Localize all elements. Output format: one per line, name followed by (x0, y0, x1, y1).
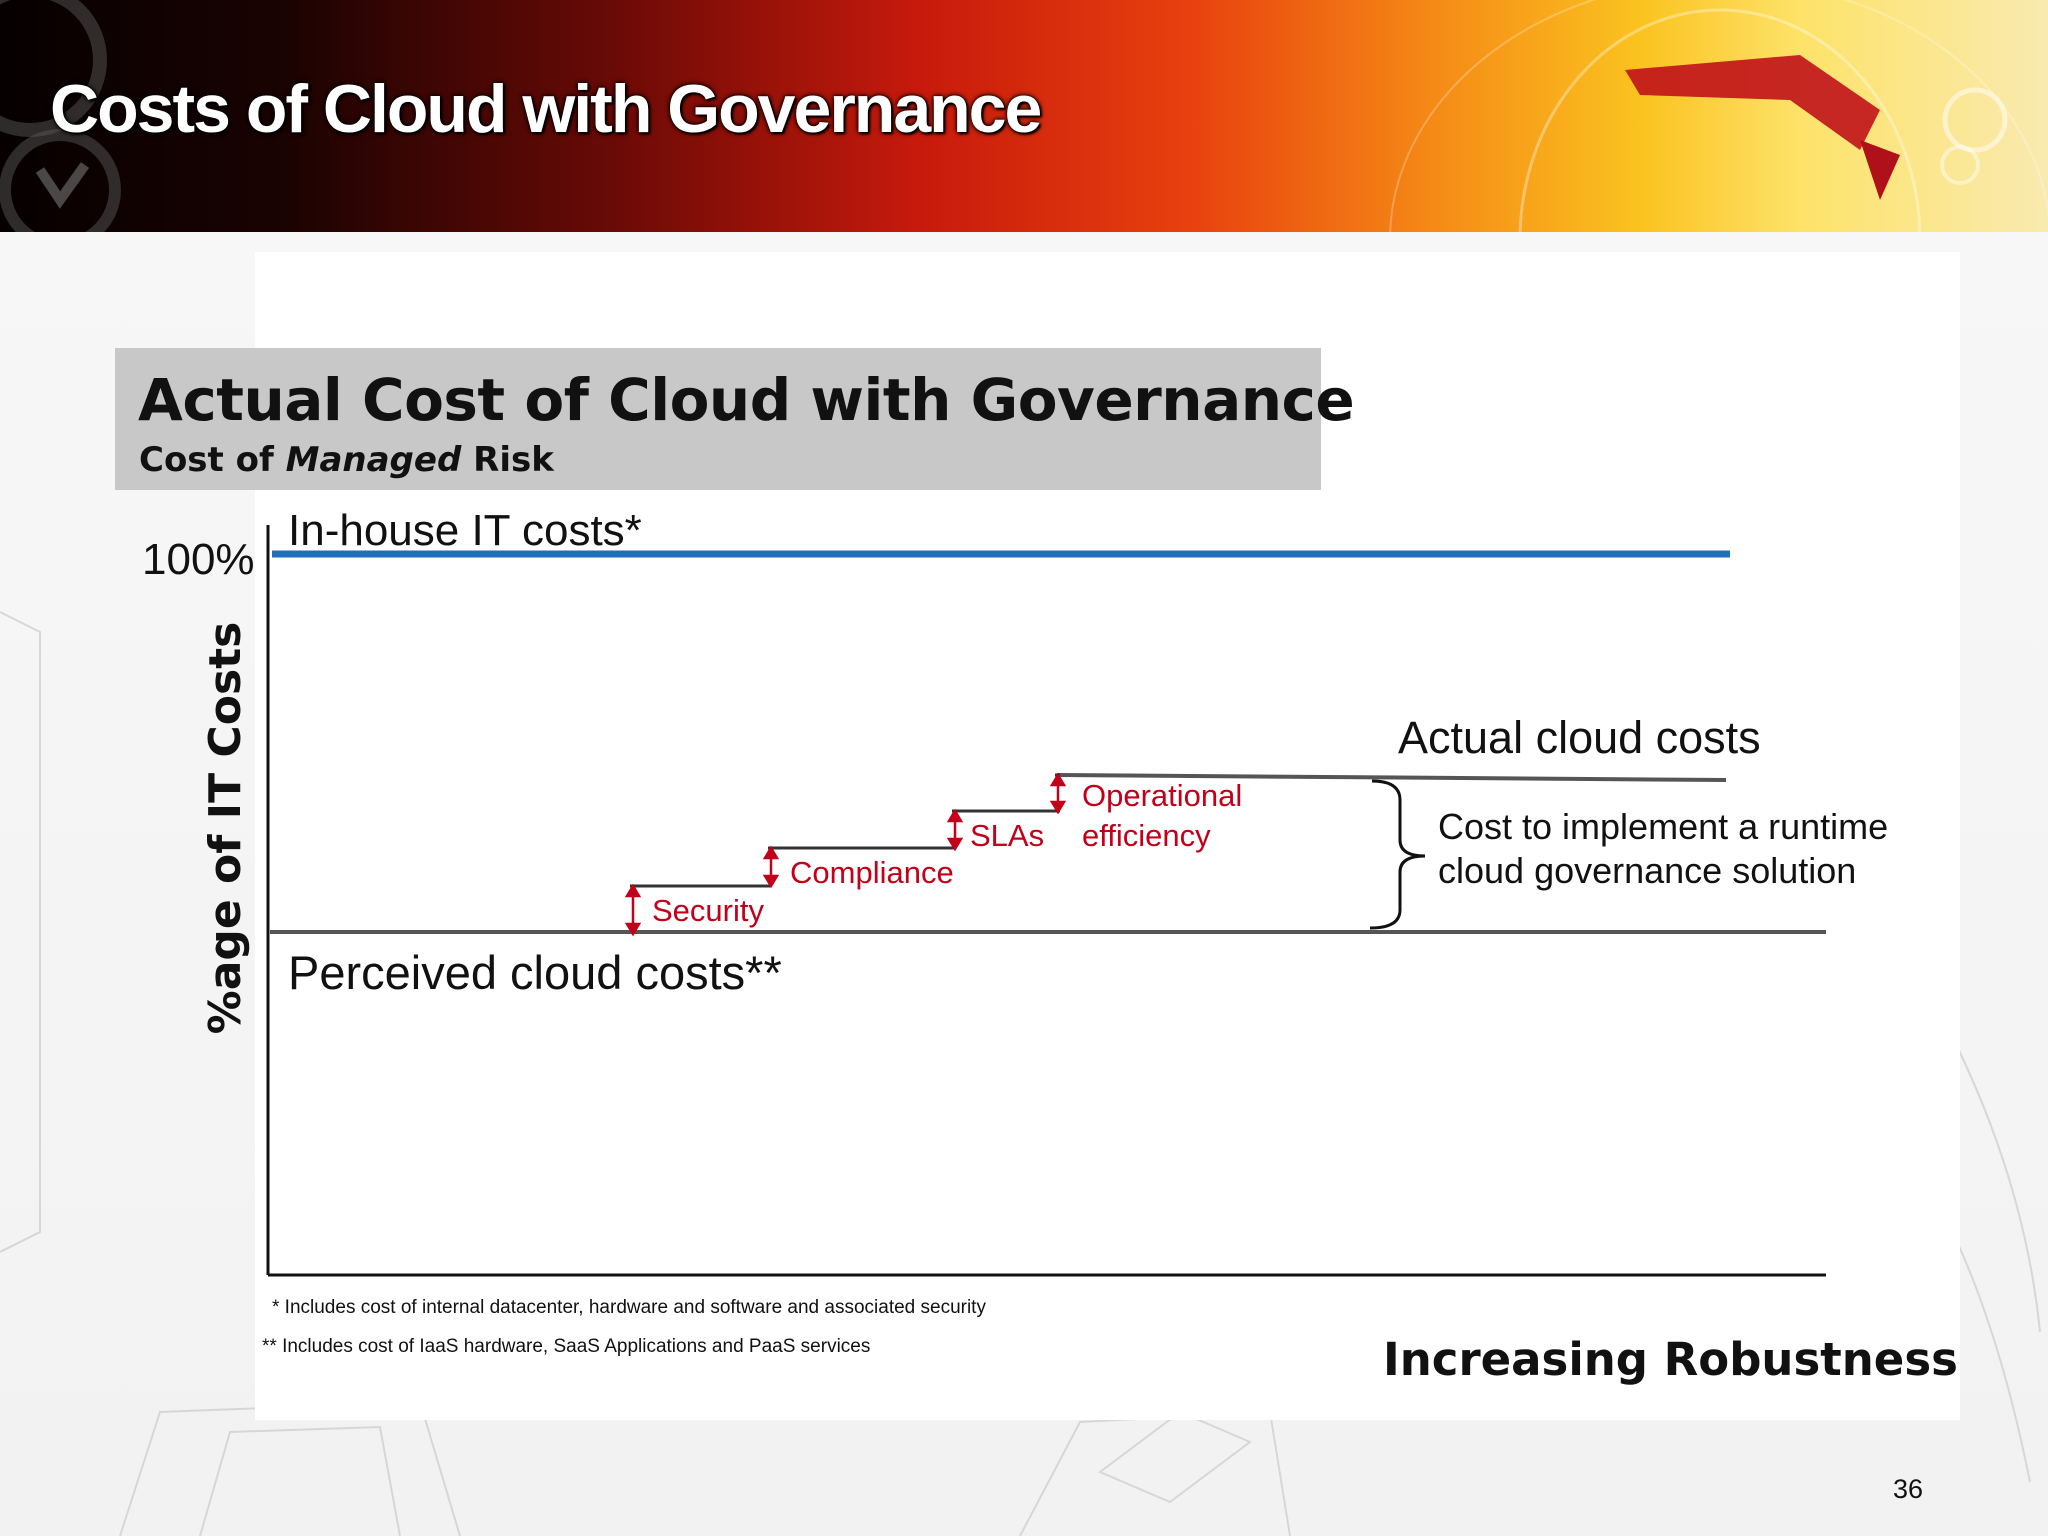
subtitle-prefix: Cost of (139, 440, 286, 480)
page-number: 36 (1893, 1474, 1924, 1504)
decorative-swirl-graphic (0, 0, 2048, 232)
footnote-2: ** Includes cost of IaaS hardware, SaaS … (262, 1336, 871, 1357)
title-banner: Costs of Cloud with Governance (0, 0, 2048, 232)
operational-step-label-line2: efficiency (1082, 818, 1211, 853)
slas-step-label: SLAs (970, 818, 1045, 853)
subtitle-suffix: Risk (461, 440, 554, 480)
y-max-label: 100% (142, 535, 255, 584)
diagram-subtitle: Cost of Managed Risk (139, 440, 554, 480)
operational-arrow (1049, 772, 1067, 815)
subtitle-emphasis: Managed (285, 440, 462, 480)
actual-cost-label: Actual cloud costs (1398, 712, 1761, 763)
compliance-step-label: Compliance (790, 855, 954, 890)
slas-arrow (946, 808, 964, 852)
diagram-header-box (115, 348, 1321, 490)
perceived-cost-label: Perceived cloud costs** (288, 946, 782, 999)
bracket-label-line1: Cost to implement a runtime (1438, 806, 1889, 847)
slide-title: Costs of Cloud with Governance (50, 71, 1042, 147)
step-arrows (624, 772, 1067, 937)
x-axis-label: Increasing Robustness (1383, 1333, 1958, 1386)
bracket-label-line2: cloud governance solution (1438, 850, 1857, 891)
governance-cost-brace (1369, 779, 1426, 930)
compliance-arrow (762, 845, 780, 889)
footnote-1: * Includes cost of internal datacenter, … (272, 1297, 986, 1318)
cost-steps (630, 773, 1060, 888)
inhouse-cost-label: In-house IT costs* (288, 506, 642, 555)
actual-cost-line (1056, 773, 1727, 782)
security-step-label: Security (652, 893, 764, 928)
diagram-title: Actual Cost of Cloud with Governance (138, 366, 1355, 434)
security-arrow (624, 883, 642, 937)
y-axis-label: %age of IT Costs (200, 621, 251, 1035)
operational-step-label-line1: Operational (1082, 778, 1243, 813)
